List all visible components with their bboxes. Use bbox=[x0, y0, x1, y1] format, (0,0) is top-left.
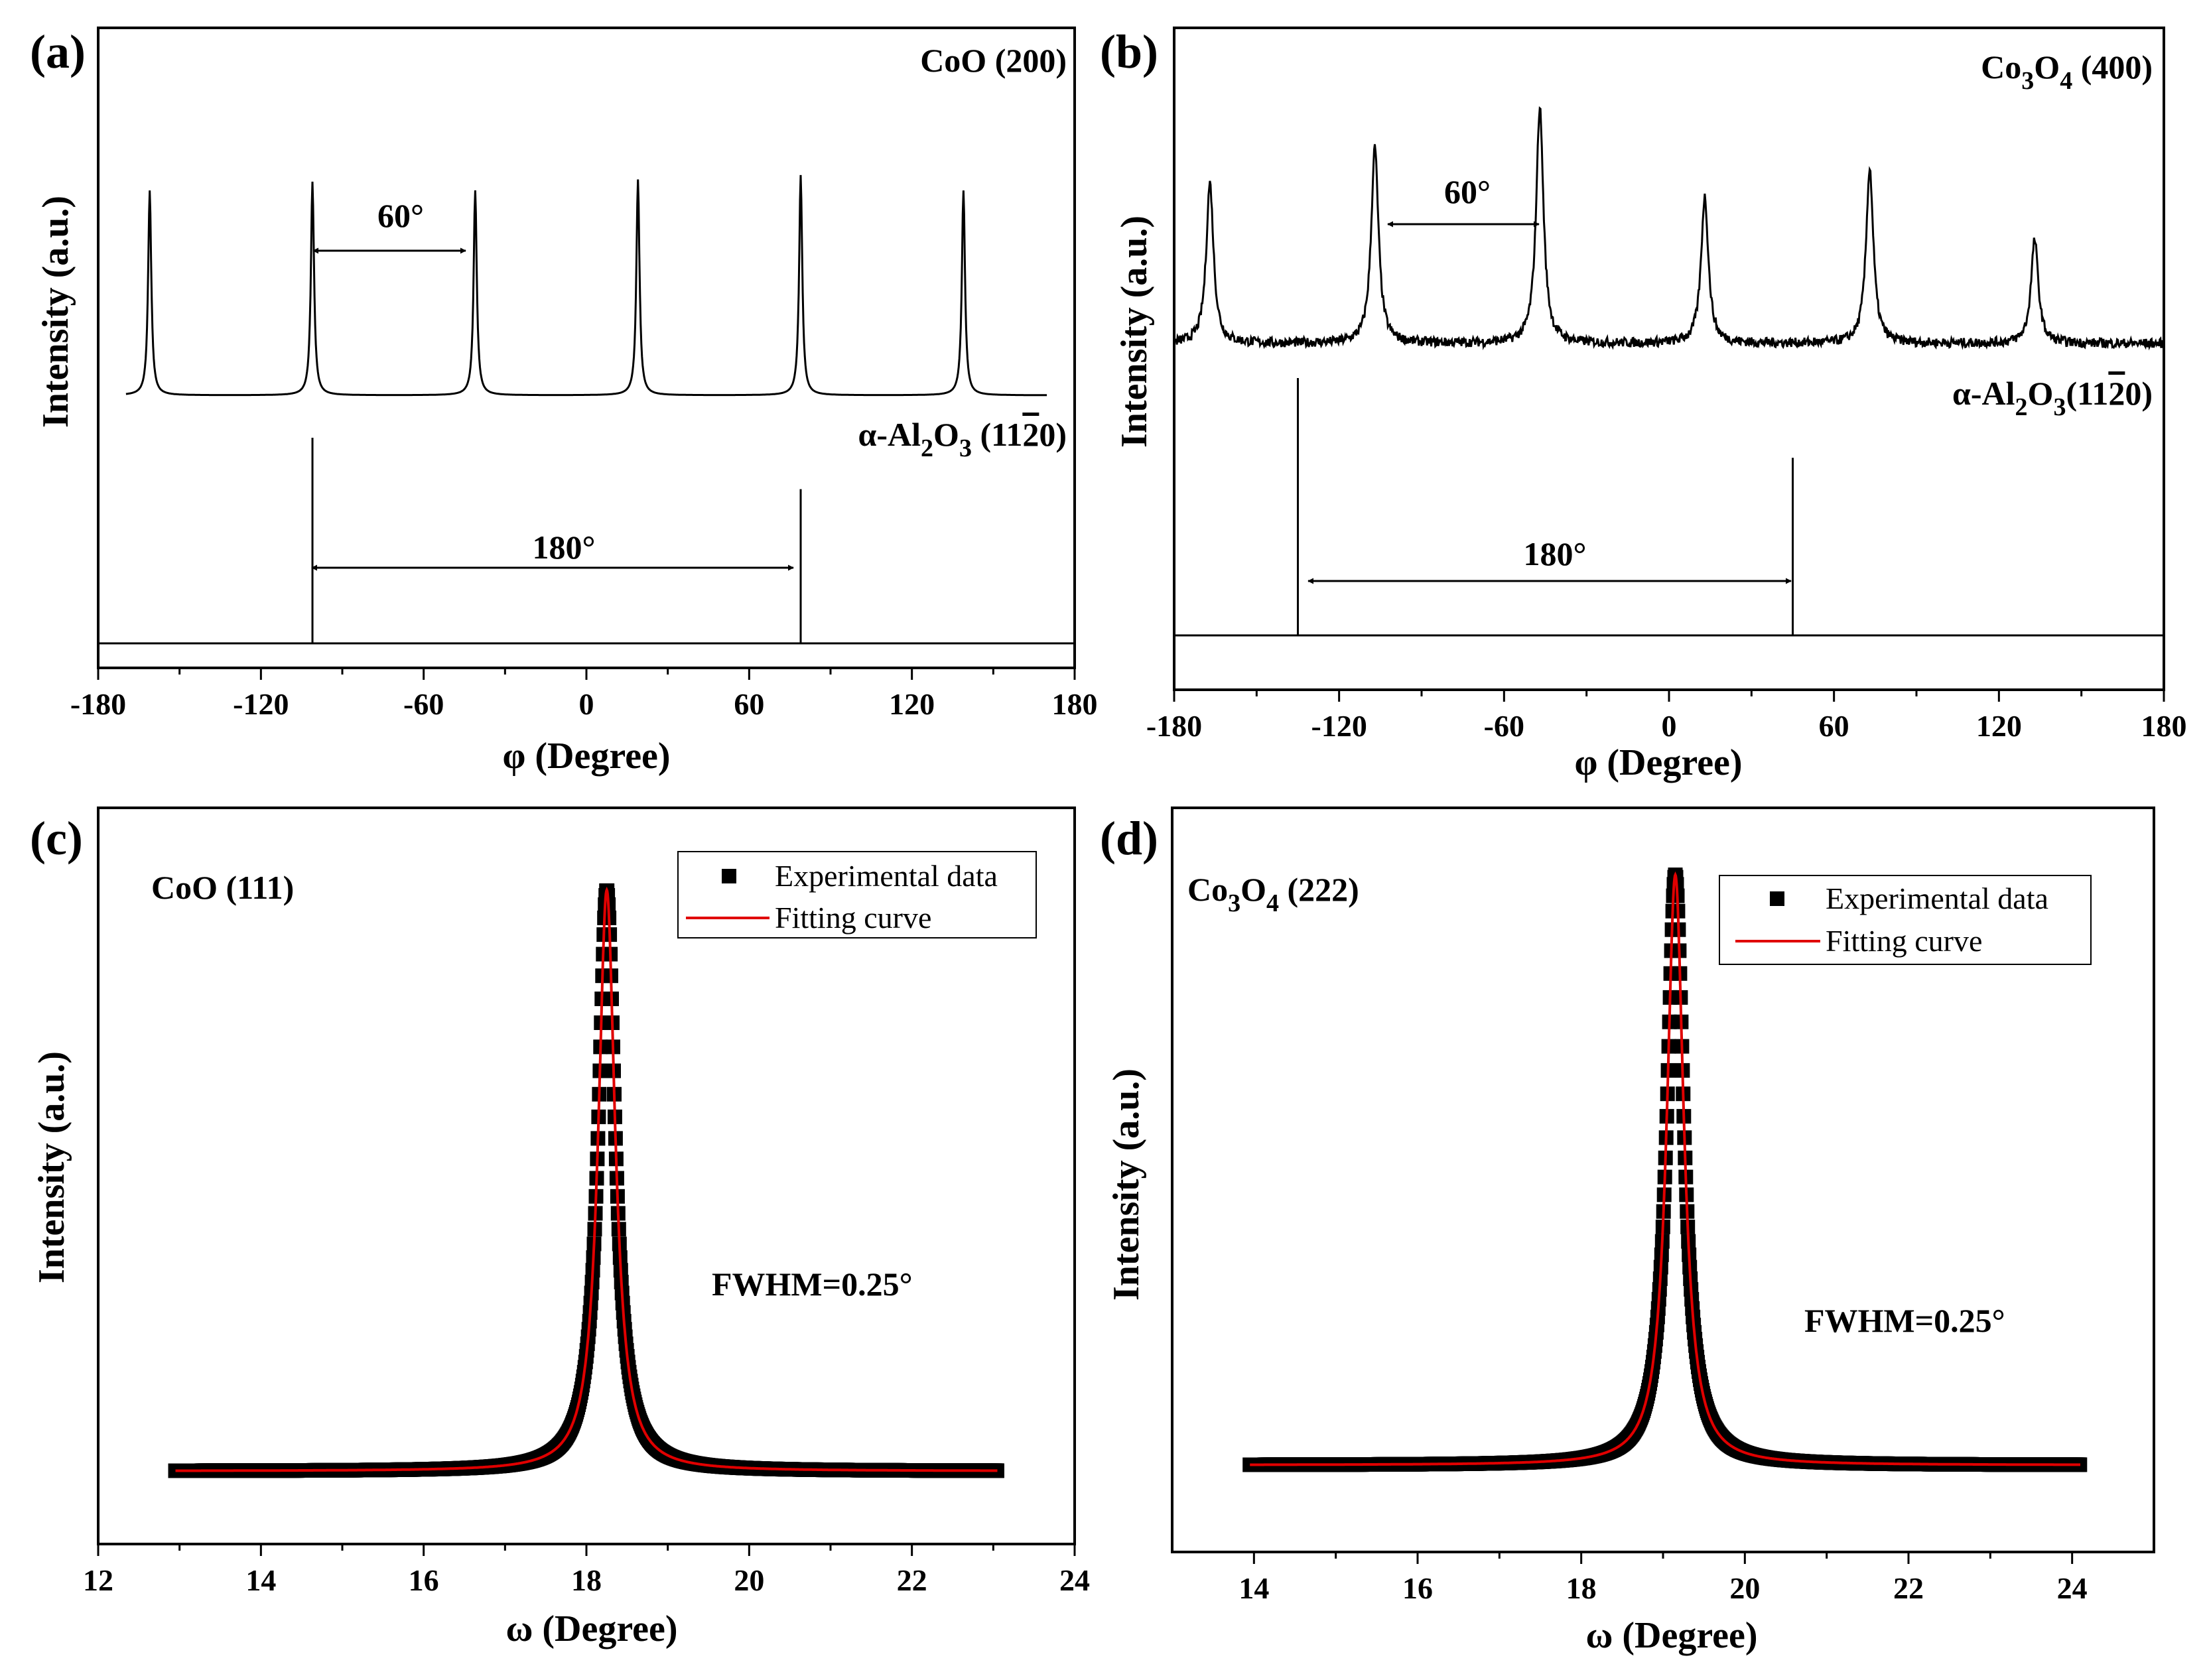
panel-a-x-title: φ (Degree) bbox=[502, 736, 670, 777]
panel-b: (b) -180 -120 -60 0 60 120 180 Co3O4 (400) α-A… bbox=[1100, 25, 2187, 783]
panel-b-frame bbox=[1173, 27, 2165, 691]
panel-d-fwhm: FWHM=0.25° bbox=[1804, 1302, 2005, 1339]
a-tick-label-0: -180 bbox=[70, 687, 126, 721]
panel-a-label: (a) bbox=[30, 25, 86, 78]
d-tick-label-5: 24 bbox=[2057, 1571, 2088, 1605]
panel-b-60-label: 60° bbox=[1444, 173, 1491, 210]
c-tick-label-6: 24 bbox=[1059, 1563, 1090, 1597]
a-tick-label-6: 180 bbox=[1052, 687, 1098, 721]
panel-b-substrate-trace bbox=[1174, 378, 2164, 637]
panel-c-legend-marker-square bbox=[722, 869, 736, 883]
b-tick-label-4: 60 bbox=[1819, 709, 1849, 743]
a-tick-label-5: 120 bbox=[889, 687, 935, 721]
c-tick-label-1: 14 bbox=[245, 1563, 276, 1597]
panel-d-legend-experimental: Experimental data bbox=[1826, 881, 2048, 915]
panel-c-x-ticks: 12 14 16 18 20 22 24 bbox=[83, 1544, 1090, 1597]
d-tick-label-3: 20 bbox=[1729, 1571, 1760, 1605]
panel-a-frame bbox=[97, 27, 1076, 669]
panel-b-co3o4-trace bbox=[1173, 106, 2165, 351]
panel-d-x-ticks: 14 16 18 20 22 24 bbox=[1238, 1552, 2088, 1605]
panel-c-legend: Experimental data Fitting curve bbox=[677, 851, 1037, 938]
panel-c: (c) 12 14 16 18 20 22 24 CoO (111) FWHM=0.25° … bbox=[30, 807, 1090, 1649]
b-tick-label-5: 120 bbox=[1976, 709, 2022, 743]
panel-b-y-title: Intensity (a.u.) bbox=[1114, 216, 1155, 448]
b-tick-label-2: -60 bbox=[1484, 709, 1524, 743]
d-tick-label-0: 14 bbox=[1238, 1571, 1269, 1605]
panel-d: (d) 14 16 18 20 22 24 Co3O4 (222) FWHM=0.25° … bbox=[1100, 807, 2155, 1656]
panel-a-180-label: 180° bbox=[533, 529, 596, 566]
panel-c-x-title: ω (Degree) bbox=[505, 1608, 677, 1649]
panel-a-substrate-trace bbox=[98, 438, 1075, 645]
panel-a-x-ticks: -180 -120 -60 0 60 120 180 bbox=[70, 668, 1098, 721]
panel-c-y-title: Intensity (a.u.) bbox=[31, 1051, 72, 1283]
panel-d-y-title: Intensity (a.u.) bbox=[1106, 1068, 1147, 1301]
panel-a-substrate-label: α-Al2O3 (1120) bbox=[858, 416, 1067, 462]
panel-c-fwhm: FWHM=0.25° bbox=[712, 1265, 913, 1303]
c-tick-label-4: 20 bbox=[734, 1563, 764, 1597]
panel-a-60-label: 60° bbox=[377, 197, 424, 234]
a-tick-label-4: 60 bbox=[734, 687, 764, 721]
b-tick-label-0: -180 bbox=[1146, 709, 1202, 743]
c-tick-label-2: 16 bbox=[409, 1563, 439, 1597]
panel-a-coo-label: CoO (200) bbox=[920, 42, 1067, 79]
b-tick-label-1: -120 bbox=[1311, 709, 1367, 743]
a-tick-label-1: -120 bbox=[233, 687, 289, 721]
panel-c-sample-label: CoO (111) bbox=[151, 869, 294, 906]
panel-d-legend-box bbox=[1719, 875, 2092, 965]
panel-d-sample-label: Co3O4 (222) bbox=[1187, 871, 1359, 917]
a-tick-label-3: 0 bbox=[579, 687, 594, 721]
panel-b-x-ticks: -180 -120 -60 0 60 120 180 bbox=[1146, 690, 2187, 743]
b-tick-label-3: 0 bbox=[1662, 709, 1677, 743]
panel-c-legend-fitting: Fitting curve bbox=[775, 901, 931, 935]
d-tick-label-2: 18 bbox=[1566, 1571, 1597, 1605]
c-tick-label-3: 18 bbox=[571, 1563, 602, 1597]
panel-a-coo-trace bbox=[125, 174, 1047, 397]
panel-b-180-label: 180° bbox=[1524, 535, 1587, 572]
panel-d-x-title: ω (Degree) bbox=[1585, 1615, 1757, 1656]
panel-d-legend: Experimental data Fitting curve bbox=[1719, 875, 2092, 965]
panel-a-y-title: Intensity (a.u.) bbox=[35, 196, 76, 428]
panel-c-fitting-curve bbox=[175, 886, 998, 1472]
panel-a: (a) -180 -120 -60 0 60 120 180 CoO (200) α-Al2… bbox=[30, 25, 1098, 777]
panel-b-x-title: φ (Degree) bbox=[1574, 742, 1742, 783]
d-tick-label-1: 16 bbox=[1402, 1571, 1433, 1605]
c-tick-label-0: 12 bbox=[83, 1563, 113, 1597]
panel-d-label: (d) bbox=[1100, 812, 1158, 865]
panel-c-legend-box bbox=[677, 851, 1037, 938]
b-tick-label-6: 180 bbox=[2141, 709, 2187, 743]
panel-d-legend-fitting: Fitting curve bbox=[1826, 924, 1982, 958]
panel-b-substrate-label: α-Al2O3(1120) bbox=[1952, 375, 2153, 421]
d-tick-label-4: 22 bbox=[1893, 1571, 1924, 1605]
a-tick-label-2: -60 bbox=[403, 687, 444, 721]
panel-c-label: (c) bbox=[30, 812, 83, 865]
c-tick-label-5: 22 bbox=[897, 1563, 927, 1597]
panel-b-co3o4-label: Co3O4 (400) bbox=[1981, 48, 2153, 95]
panel-d-legend-marker-square bbox=[1770, 891, 1784, 906]
panel-c-experimental-points bbox=[168, 883, 1004, 1478]
panel-d-fitting-curve bbox=[1250, 871, 2080, 1466]
panel-c-legend-experimental: Experimental data bbox=[775, 859, 998, 893]
panel-b-label: (b) bbox=[1100, 25, 1158, 78]
